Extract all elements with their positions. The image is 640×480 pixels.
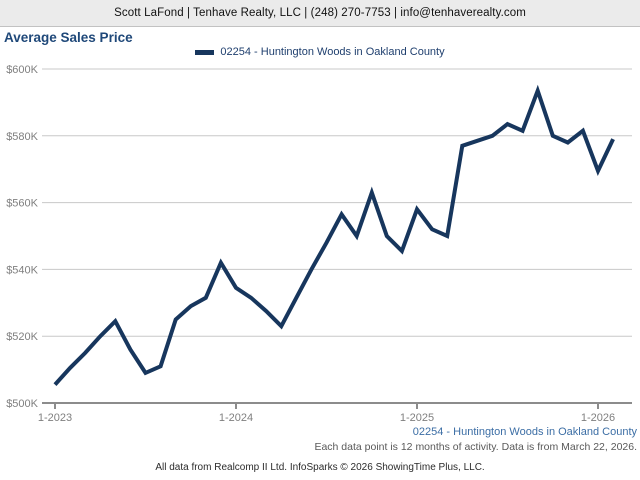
x-axis-tick-label: 1-2025 bbox=[400, 412, 434, 424]
y-axis-tick-label: $520K bbox=[6, 331, 38, 343]
header-contact-line: Scott LaFond | Tenhave Realty, LLC | (24… bbox=[114, 7, 526, 19]
header-bar: Scott LaFond | Tenhave Realty, LLC | (24… bbox=[0, 0, 640, 27]
y-axis-tick-label: $560K bbox=[6, 198, 38, 210]
x-axis-tick-label: 1-2024 bbox=[219, 412, 253, 424]
y-axis-tick-label: $540K bbox=[6, 264, 38, 276]
footer-series-label: 02254 - Huntington Woods in Oakland Coun… bbox=[412, 426, 637, 438]
x-axis-tick-label: 1-2026 bbox=[581, 412, 615, 424]
footer-attribution: All data from Realcomp II Ltd. InfoSpark… bbox=[155, 462, 485, 473]
y-axis-tick-label: $600K bbox=[6, 64, 38, 76]
page-title: Average Sales Price bbox=[4, 30, 133, 45]
legend: 02254 - Huntington Woods in Oakland Coun… bbox=[0, 45, 640, 59]
footer-data-note: Each data point is 12 months of activity… bbox=[314, 441, 637, 453]
legend-line-marker-icon bbox=[195, 49, 215, 55]
y-axis-tick-label: $500K bbox=[6, 398, 38, 410]
x-axis-tick-label: 1-2023 bbox=[38, 412, 72, 424]
price-series-line bbox=[53, 84, 615, 386]
y-axis-tick-label: $580K bbox=[6, 131, 38, 143]
legend-series-label: 02254 - Huntington Woods in Oakland Coun… bbox=[220, 46, 445, 58]
